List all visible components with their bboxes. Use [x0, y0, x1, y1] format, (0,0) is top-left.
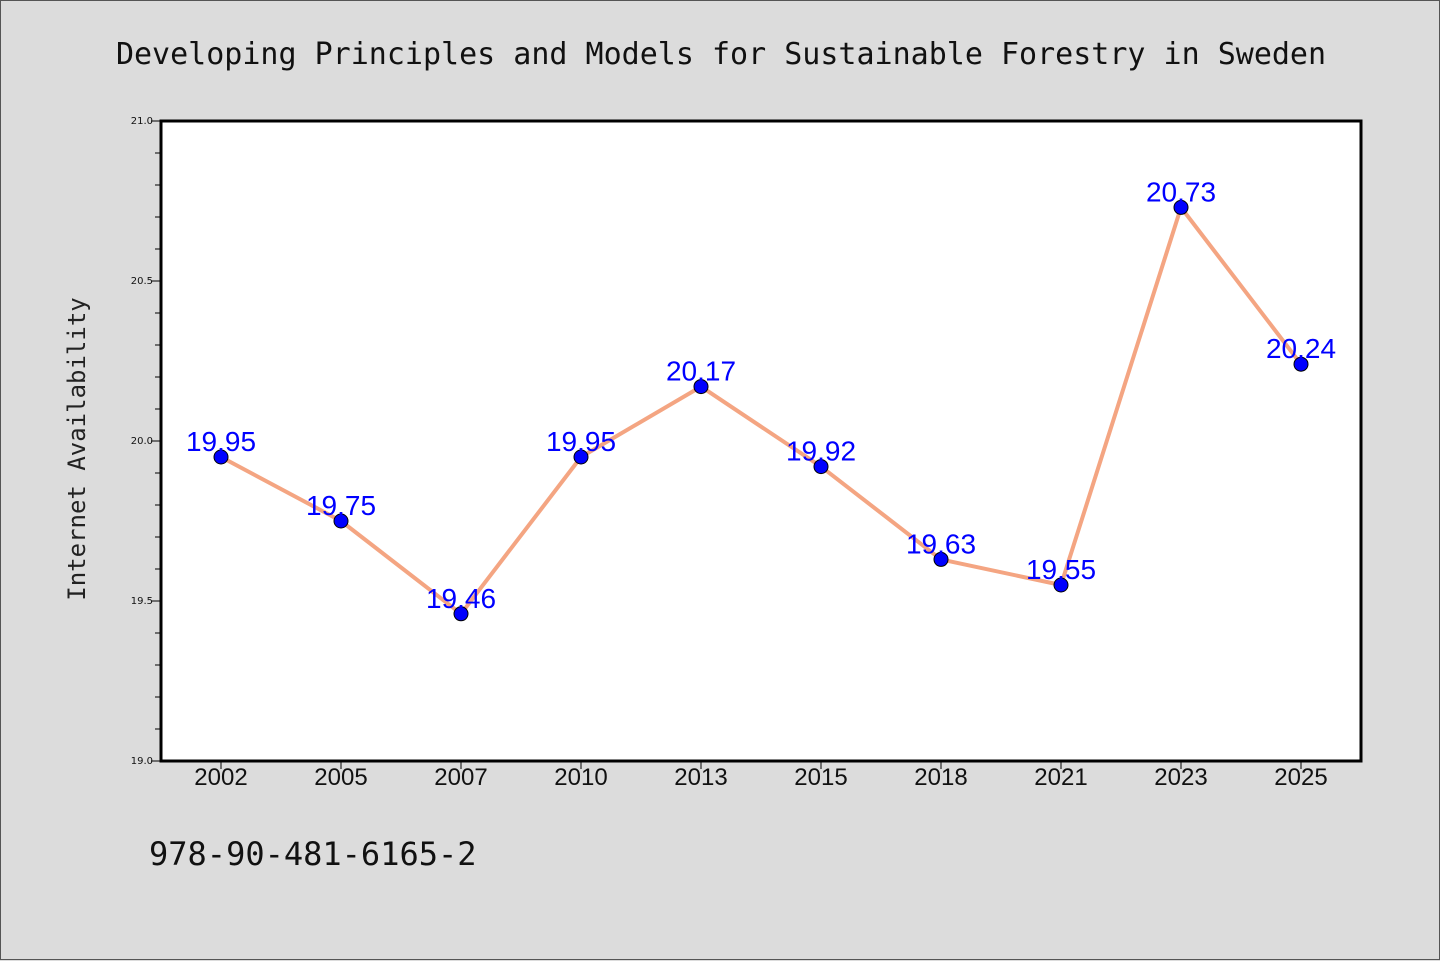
data-label: 19.55 — [1026, 554, 1096, 585]
data-label: 20.24 — [1266, 333, 1336, 364]
data-point — [213, 449, 229, 465]
y-tick-label: 19.5 — [131, 596, 153, 607]
x-tick-label: 2018 — [914, 764, 967, 791]
data-labels-layer: 19.95 19.75 19.46 19.95 20.17 19.92 19.63 19.55… — [186, 176, 1336, 613]
y-tick-label: 19.0 — [131, 756, 153, 767]
data-point — [693, 379, 709, 395]
data-label: 20.17 — [666, 356, 736, 387]
data-point — [1293, 356, 1309, 372]
y-tick-label: 21.0 — [131, 116, 153, 127]
x-tick-label: 2013 — [674, 764, 727, 791]
data-label: 19.46 — [426, 583, 496, 614]
data-point — [1053, 577, 1069, 593]
x-axis-ticks: 2002 2005 2007 2010 2013 2015 2018 2021 2023 2025 — [194, 761, 1328, 791]
y-axis-label: Internet Availability — [63, 297, 91, 600]
data-point — [1173, 199, 1189, 215]
data-label: 19.63 — [906, 528, 976, 559]
data-label: 20.73 — [1146, 176, 1216, 207]
y-tick-label: 20.5 — [131, 276, 153, 287]
plot-border — [159, 119, 1363, 763]
markers-layer — [213, 199, 1309, 622]
series-layer — [219, 205, 1303, 616]
data-point — [453, 606, 469, 622]
x-tick-label: 2010 — [554, 764, 607, 791]
chart-title: Developing Principles and Models for Sus… — [116, 37, 1326, 72]
x-tick-label: 2005 — [314, 764, 367, 791]
x-tick-label: 2002 — [194, 764, 247, 791]
y-tick-label: 20.0 — [131, 436, 153, 447]
data-point — [333, 513, 349, 529]
y-axis-ticks: 19.0 19.5 20.0 20.5 21.0 — [131, 116, 161, 767]
plot-area — [161, 121, 1361, 761]
data-label: 19.75 — [306, 490, 376, 521]
data-label: 19.95 — [546, 426, 616, 457]
data-point — [813, 459, 829, 475]
data-point — [573, 449, 589, 465]
x-tick-label: 2021 — [1034, 764, 1087, 791]
x-tick-label: 2007 — [434, 764, 487, 791]
data-point — [933, 551, 949, 567]
data-label: 19.95 — [186, 426, 256, 457]
isbn-text: 978-90-481-6165-2 — [149, 835, 477, 873]
series-line — [219, 205, 1303, 616]
x-tick-label: 2023 — [1154, 764, 1207, 791]
data-label: 19.92 — [786, 436, 856, 467]
x-tick-label: 2015 — [794, 764, 847, 791]
x-tick-label: 2025 — [1274, 764, 1327, 791]
